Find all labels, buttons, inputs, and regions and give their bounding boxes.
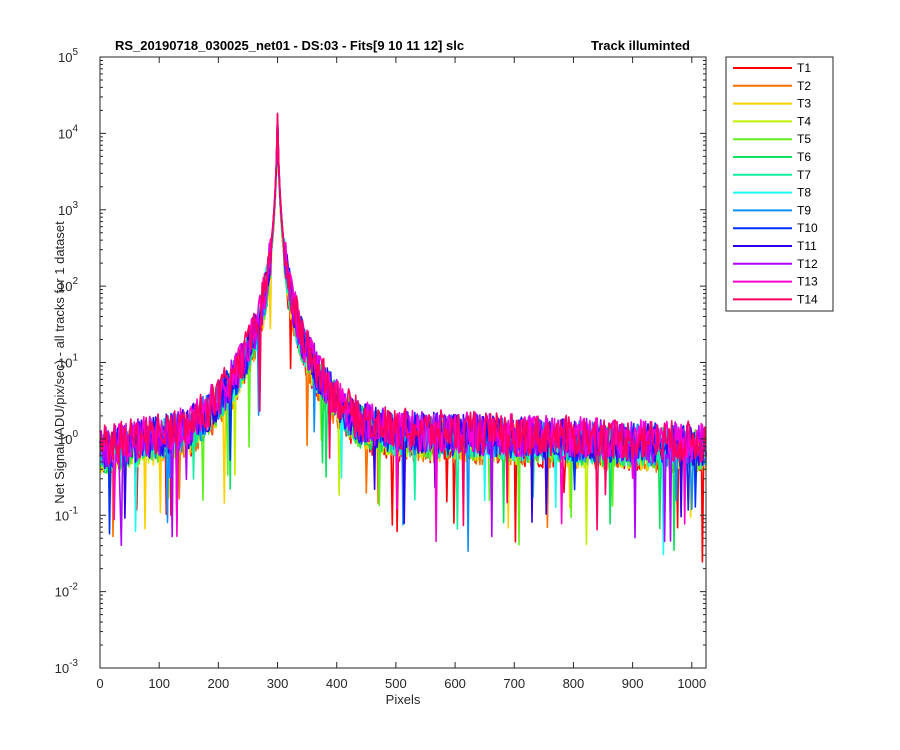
legend-entry: T3 [797, 97, 811, 111]
y-tick-exponent: 3 [72, 200, 78, 211]
y-tick-exponent: -2 [69, 582, 78, 593]
legend-items: T1 T2 T3 T4 T5 T6 T7 T8 T9 T10 T11 T12 T13 T14 [733, 61, 818, 306]
y-tick-label: 100 [58, 429, 78, 447]
y-tick-label: 104 [58, 123, 78, 141]
legend-entry: T9 [797, 203, 811, 217]
x-tick-label: 300 [267, 676, 289, 691]
legend-entry: T7 [797, 168, 811, 182]
y-tick-exponent: 1 [72, 353, 78, 364]
legend-entry: T14 [797, 292, 818, 306]
plot-area [100, 57, 706, 668]
y-tick-base: 10 [58, 126, 72, 141]
chart-title: RS_20190718_030025_net01 - DS:03 - Fits[… [115, 38, 464, 53]
legend: T1 T2 T3 T4 T5 T6 T7 T8 T9 T10 T11 T12 T13 T14 [725, 56, 834, 312]
y-tick-exponent: 5 [72, 47, 78, 58]
y-tick-base: 10 [55, 661, 69, 676]
y-tick-exponent: 2 [72, 276, 78, 287]
x-tick-label: 700 [503, 676, 525, 691]
x-axis-label: Pixels [386, 692, 421, 707]
legend-entry: T11 [797, 239, 817, 253]
y-tick-label: 10-1 [55, 505, 79, 523]
x-tick-label: 900 [622, 676, 644, 691]
y-tick-exponent: -1 [69, 505, 78, 516]
y-tick-label: 10-3 [55, 658, 79, 676]
y-tick-base: 10 [58, 50, 72, 65]
x-tick-label: 800 [563, 676, 585, 691]
series-line-t14 [99, 112, 707, 531]
x-tick-label: 200 [208, 676, 230, 691]
legend-entry: T12 [797, 257, 818, 271]
y-axis-label: Net Signal (ADU/pix/sec) - all tracks fo… [52, 221, 67, 504]
legend-entry: T4 [797, 114, 811, 128]
legend-entry: T6 [797, 150, 811, 164]
x-tick-label: 1000 [677, 676, 706, 691]
x-tick-label: 100 [148, 676, 170, 691]
legend-entry: T10 [797, 221, 818, 235]
x-tick-label: 600 [444, 676, 466, 691]
y-tick-label: 103 [58, 200, 78, 218]
y-tick-base: 10 [58, 356, 72, 371]
legend-entry: T2 [797, 79, 811, 93]
x-axis: 0 100 200 300 400 500 600 700 800 900 1000 [96, 57, 706, 691]
y-tick-base: 10 [58, 279, 72, 294]
y-tick-base: 10 [58, 432, 72, 447]
y-tick-base: 10 [55, 585, 69, 600]
y-tick-base: 10 [55, 508, 69, 523]
legend-entry: T1 [797, 61, 811, 75]
series-layer [99, 112, 707, 563]
legend-entry: T8 [797, 186, 811, 200]
x-tick-label: 500 [385, 676, 407, 691]
x-tick-label: 400 [326, 676, 348, 691]
y-tick-exponent: 0 [72, 429, 78, 440]
y-tick-label: 102 [58, 276, 78, 294]
y-tick-label: 10-2 [55, 582, 79, 600]
y-tick-exponent: 4 [72, 123, 78, 134]
legend-entry: T5 [797, 132, 811, 146]
legend-box [725, 56, 834, 312]
legend-entry: T13 [797, 275, 818, 289]
y-tick-label: 105 [58, 47, 78, 65]
x-tick-label: 0 [96, 676, 103, 691]
y-tick-label: 101 [58, 353, 78, 371]
y-tick-base: 10 [58, 203, 72, 218]
chart-subtitle: Track illuminted [591, 38, 690, 53]
y-tick-exponent: -3 [69, 658, 78, 669]
